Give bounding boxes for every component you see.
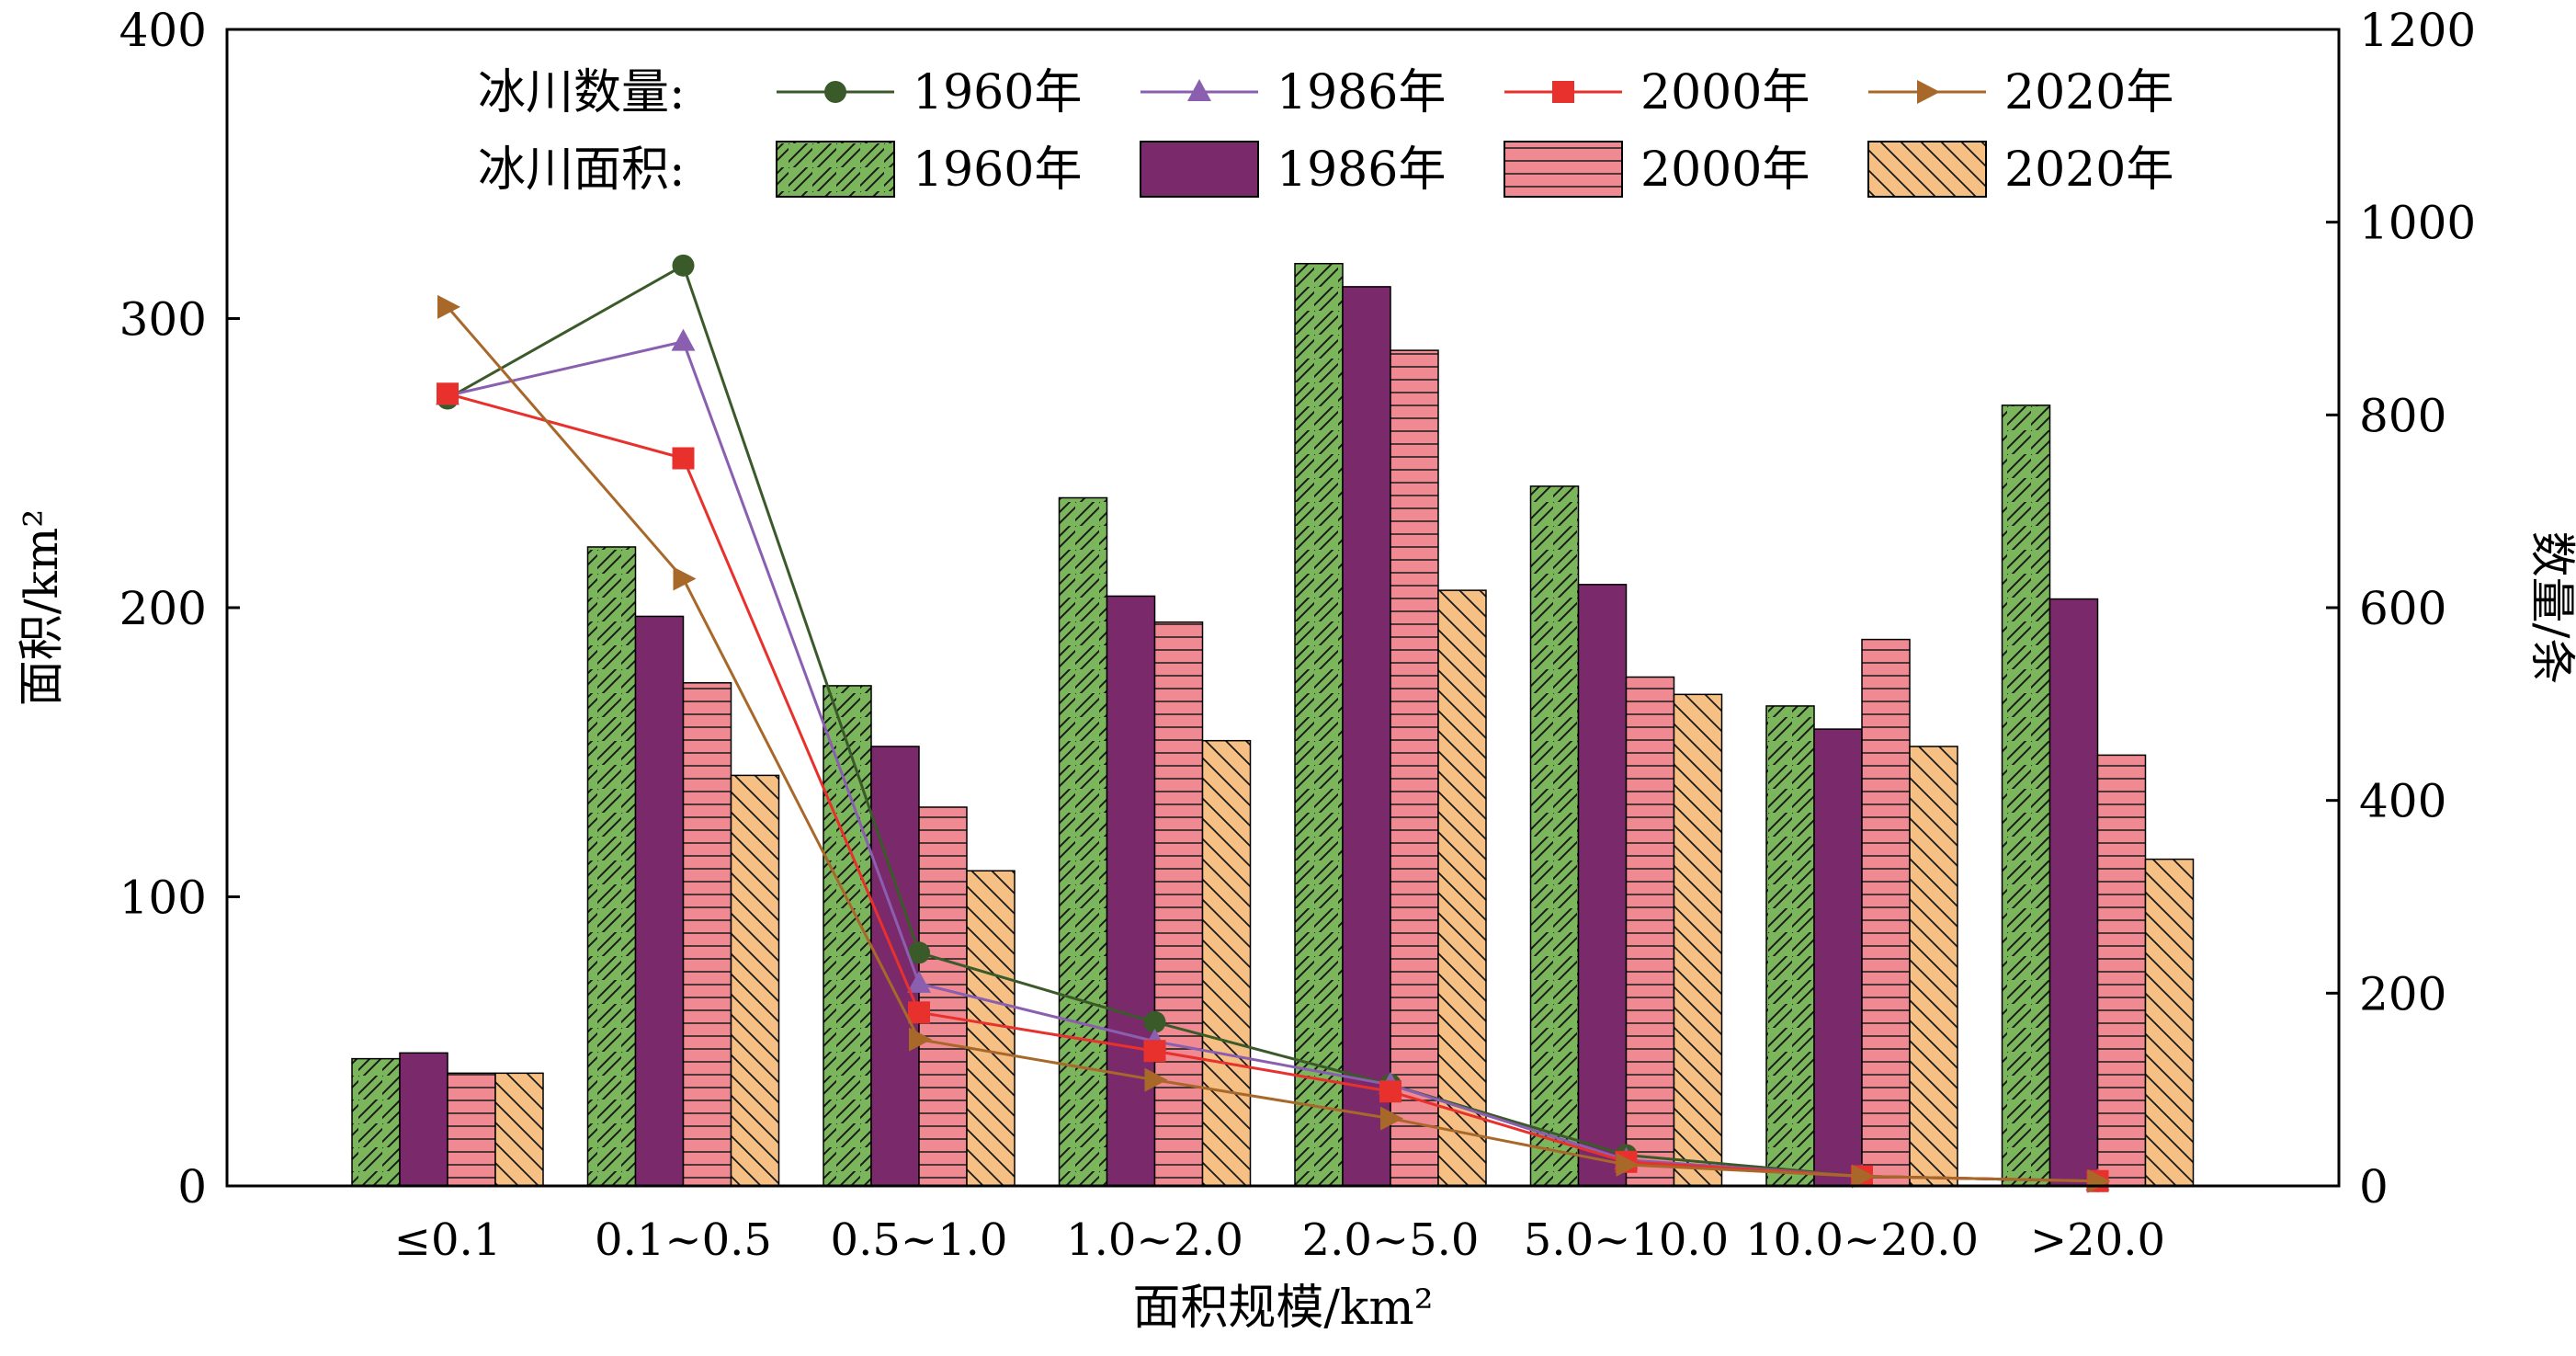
- bar-2000年-1: [682, 682, 732, 1187]
- legend-area-label: 冰川面积:: [478, 142, 686, 198]
- left-axis: 0 100 200 300 400: [119, 4, 240, 1214]
- bar-1986年-0: [399, 1052, 448, 1187]
- right-tick-label: 600: [2359, 582, 2446, 635]
- left-tick-label: 300: [119, 293, 207, 347]
- x-tick-label: 2.0~5.0: [1302, 1214, 1480, 1266]
- bar-2020年-1: [730, 774, 780, 1187]
- legend-marker-1986年: [1187, 79, 1211, 101]
- bar-1986年-2: [870, 746, 920, 1187]
- bar-2000年-4: [1390, 349, 1439, 1187]
- marker-2020年-5: [1616, 1152, 1640, 1177]
- bar-1960年-7: [2001, 405, 2051, 1187]
- marker-2020年-4: [1380, 1106, 1403, 1131]
- legend-area-text: 2000年: [1640, 142, 1810, 198]
- bar-2000年-2: [918, 806, 968, 1187]
- right-tick-label: 400: [2359, 775, 2446, 828]
- legend-swatch-1986年: [1140, 141, 1259, 198]
- bar-1986年-1: [634, 615, 685, 1187]
- legend-count-text: 1960年: [913, 65, 1082, 120]
- legend-marker-1960年: [824, 81, 846, 103]
- left-tick-label: 200: [119, 582, 207, 635]
- bar-1986年-7: [2048, 598, 2099, 1187]
- legend-area-text: 1986年: [1277, 142, 1446, 198]
- x-tick-label: 10.0~20.0: [1745, 1214, 1979, 1266]
- legend-swatch-2000年: [1504, 141, 1623, 198]
- x-tick-label: ≤0.1: [394, 1214, 502, 1266]
- line-2020年: [446, 305, 2098, 1183]
- left-tick-label: 0: [177, 1160, 207, 1214]
- bars-layer: [351, 262, 2195, 1187]
- bar-1960年-2: [823, 685, 872, 1187]
- right-tick-label: 200: [2359, 967, 2446, 1020]
- legend-count-text: 2000年: [1640, 65, 1810, 120]
- x-tick-label: 0.1~0.5: [595, 1214, 772, 1266]
- right-tick-label: 0: [2359, 1160, 2389, 1214]
- legend-marker-2020年: [1917, 80, 1940, 104]
- x-axis: ≤0.1 0.1~0.5 0.5~1.0 1.0~2.0 2.0~5.0 5.0~10.0…: [394, 1214, 2165, 1266]
- right-tick-label: 1200: [2359, 4, 2476, 57]
- x-tick-label: 5.0~10.0: [1524, 1214, 1729, 1266]
- left-tick-label: 100: [119, 872, 207, 925]
- bar-1986年-5: [1577, 584, 1628, 1187]
- marker-2020年-6: [1852, 1164, 1875, 1189]
- marker-2000年-4: [1379, 1080, 1401, 1103]
- bar-1960年-1: [586, 546, 637, 1187]
- bar-2020年-7: [2144, 858, 2195, 1187]
- bar-1986年-4: [1342, 286, 1391, 1187]
- y-axis-right-label: 数量/条: [2525, 531, 2576, 685]
- bar-2020年-5: [1673, 693, 1723, 1187]
- right-tick-label: 800: [2359, 389, 2446, 442]
- marker-2000年-1: [672, 447, 695, 470]
- bar-2020年-4: [1437, 589, 1487, 1187]
- legend-swatch-2020年: [1867, 141, 1987, 198]
- bar-2020年-2: [966, 870, 1016, 1187]
- bar-1960年-6: [1765, 705, 1815, 1187]
- legend-count-label: 冰川数量:: [478, 65, 686, 120]
- bar-1960年-3: [1058, 496, 1108, 1187]
- legend-area-text: 1960年: [913, 142, 1082, 198]
- marker-2020年-3: [1144, 1067, 1168, 1092]
- marker-2000年-0: [437, 382, 459, 405]
- bar-2000年-3: [1153, 621, 1204, 1187]
- bar-2000年-6: [1861, 638, 1911, 1187]
- bar-2000年-7: [2096, 754, 2147, 1187]
- x-tick-label: >20.0: [2030, 1214, 2165, 1266]
- marker-2020年-1: [673, 566, 697, 591]
- legend-swatch-1960年: [776, 141, 895, 198]
- marker-1960年-1: [672, 254, 695, 277]
- marker-2000年-2: [908, 1001, 930, 1024]
- bar-1960年-5: [1529, 485, 1580, 1187]
- marker-2000年-3: [1143, 1040, 1166, 1063]
- x-axis-label: 面积规模/km²: [1132, 1281, 1433, 1336]
- left-tick-label: 400: [119, 4, 207, 57]
- bar-1960年-4: [1294, 262, 1344, 1187]
- lines-layer: [436, 254, 2111, 1193]
- marker-2020年-0: [437, 294, 460, 319]
- marker-2020年-2: [909, 1027, 932, 1052]
- right-tick-label: 1000: [2359, 197, 2476, 250]
- bar-2000年-0: [447, 1072, 496, 1187]
- bar-2000年-5: [1625, 676, 1675, 1187]
- bar-2020年-0: [494, 1072, 544, 1187]
- bar-1960年-0: [351, 1057, 401, 1187]
- right-axis: 0 200 400 600 800 1000 1200: [2326, 4, 2476, 1214]
- bar-2020年-3: [1201, 739, 1252, 1187]
- marker-1986年-1: [671, 328, 696, 351]
- bar-1986年-3: [1106, 595, 1156, 1187]
- marker-1986年-2: [907, 970, 931, 993]
- legend-count-text: 2020年: [2004, 65, 2173, 120]
- x-tick-label: 1.0~2.0: [1066, 1214, 1243, 1266]
- legend-marker-2000年: [1552, 81, 1574, 103]
- legend-area-text: 2020年: [2004, 142, 2173, 198]
- legend: 冰川数量: 冰川面积: 1960年 1986年 2000年 2020年 1960年 198…: [478, 65, 2173, 198]
- legend-count-text: 1986年: [1277, 65, 1446, 120]
- bar-2020年-6: [1909, 746, 1958, 1187]
- bar-1986年-6: [1813, 728, 1863, 1187]
- marker-1960年-2: [908, 941, 930, 964]
- marker-1960年-3: [1143, 1010, 1166, 1033]
- y-axis-left-label: 面积/km²: [15, 509, 68, 707]
- x-tick-label: 0.5~1.0: [831, 1214, 1008, 1266]
